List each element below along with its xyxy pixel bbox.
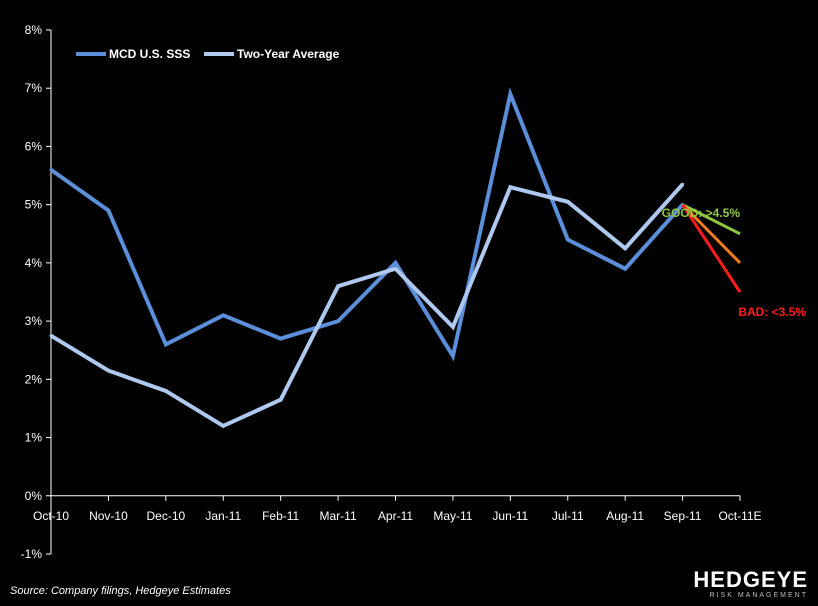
y-tick-label: 8% [25,23,43,37]
x-tick-label: Jan-11 [205,509,241,523]
x-tick-label: Apr-11 [378,509,413,523]
good-annotation: GOOD: >4.5% [662,206,741,220]
source-note: Source: Company filings, Hedgeye Estimat… [10,585,231,597]
y-tick-label: 4% [25,256,43,270]
legend-label: Two-Year Average [237,47,340,61]
x-tick-label: Aug-11 [606,509,644,523]
data-point [164,342,168,346]
data-point [394,267,397,271]
data-point [566,238,570,242]
data-point [508,185,512,189]
data-point [336,284,340,288]
y-tick-label: 7% [25,81,43,95]
data-point [49,168,53,172]
projection-line [681,203,741,236]
data-point [221,424,225,428]
legend-label: MCD U.S. SSS [109,47,190,61]
x-tick-label: Sep-11 [664,509,702,523]
projection-line [681,203,742,293]
data-point [451,354,455,358]
data-point [394,261,397,265]
data-point [336,319,340,323]
projection-line [681,203,742,264]
x-tick-label: Oct-11E [718,509,761,523]
x-tick-label: Jul-11 [552,509,584,523]
data-point [681,182,685,186]
x-tick-label: Jun-11 [492,509,528,523]
y-tick-label: 1% [25,431,43,445]
data-point [279,398,283,402]
data-point [451,325,455,329]
data-point [279,337,283,341]
data-point [106,369,110,373]
hedgeye-logo: HEDGEYE RISK MANAGEMENT [693,569,808,600]
data-point [623,246,627,250]
x-tick-label: Nov-10 [89,509,128,523]
logo-main-text: HEDGEYE [693,567,808,592]
data-point [508,92,512,96]
data-point [106,208,110,212]
y-tick-label: 6% [25,139,43,153]
data-point [221,313,225,317]
data-point [49,334,53,338]
x-tick-label: May-11 [433,509,472,523]
x-tick-label: Oct-10 [33,509,69,523]
data-point [566,200,570,204]
data-point [623,267,627,271]
bad-annotation: BAD: <3.5% [738,305,806,319]
x-tick-label: Dec-10 [146,509,185,523]
series-line-two-year-average [49,182,685,429]
y-tick-label: 2% [25,372,43,386]
y-tick-label: 0% [25,489,43,503]
y-tick-label: 5% [25,198,43,212]
y-tick-label: 3% [25,314,43,328]
series-line-mcd-sss [49,87,685,362]
x-tick-label: Feb-11 [262,509,299,523]
x-tick-label: Mar-11 [320,509,357,523]
data-point [164,389,168,393]
logo-sub-text: RISK MANAGEMENT [709,592,808,599]
y-tick-label: -1% [21,547,43,561]
